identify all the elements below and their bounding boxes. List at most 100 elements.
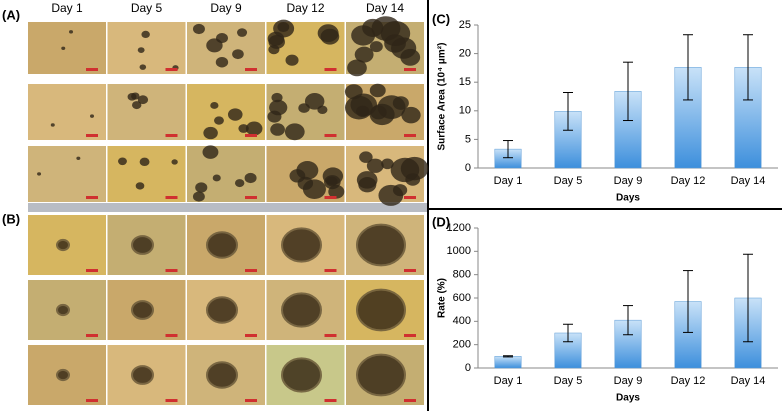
cell-cluster — [245, 121, 263, 136]
cell-cluster — [50, 123, 55, 127]
y-tick-label: 200 — [453, 339, 471, 351]
scale-bar — [245, 68, 257, 71]
y-tick-label: 600 — [453, 292, 471, 304]
x-tick-label: Day 5 — [554, 375, 583, 387]
cell-cluster — [354, 46, 374, 63]
cell-cluster — [37, 172, 42, 176]
y-tick-label: 20 — [459, 48, 471, 60]
column-header: Day 9 — [210, 1, 242, 15]
x-tick-label: Day 9 — [614, 175, 643, 187]
column-header: Day 12 — [286, 1, 324, 15]
column-header: Day 1 — [51, 1, 83, 15]
cell-cluster — [369, 41, 383, 53]
cell-cluster — [227, 108, 243, 121]
cell-cluster — [344, 84, 363, 100]
cell-cluster — [405, 173, 421, 186]
micrograph — [107, 146, 186, 202]
cell-cluster — [366, 158, 384, 173]
cell-cluster — [210, 101, 219, 109]
cell-cluster — [215, 56, 229, 68]
cell-cluster — [76, 156, 81, 160]
cell-cluster — [347, 59, 367, 77]
cell-cluster — [131, 92, 140, 100]
cell-cluster — [322, 167, 344, 185]
cell-cluster — [400, 48, 421, 66]
panel-label: (B) — [2, 211, 20, 226]
cell-cluster — [356, 171, 378, 189]
scale-bar — [404, 68, 416, 71]
scale-bar — [86, 334, 98, 337]
micrograph — [28, 22, 106, 74]
cell-cluster — [141, 30, 150, 38]
scale-bar — [86, 399, 98, 402]
scale-bar — [404, 399, 416, 402]
cell-cluster — [270, 123, 285, 136]
cell-cluster — [137, 95, 149, 105]
scale-bar — [165, 134, 178, 137]
cell-cluster — [192, 191, 205, 202]
cell-cluster — [236, 28, 248, 37]
cell-cluster — [369, 83, 386, 98]
scale-bar — [165, 334, 178, 337]
y-axis-label: Surface Area (10⁴ μm²) — [437, 43, 448, 151]
cell-cluster — [132, 101, 142, 110]
cell-cluster — [234, 179, 245, 188]
scale-bar — [165, 269, 178, 272]
cell-cluster — [244, 172, 257, 184]
x-tick-label: Day 5 — [554, 175, 583, 187]
x-axis-label: Days — [616, 193, 640, 204]
x-tick-label: Day 1 — [494, 375, 523, 387]
divider — [28, 203, 428, 212]
scale-bar — [404, 196, 416, 199]
cell-cluster — [304, 93, 325, 110]
cell-cluster — [202, 145, 219, 159]
spheroid — [356, 353, 406, 397]
x-tick-label: Day 14 — [731, 175, 766, 187]
cell-cluster — [212, 174, 221, 182]
panel-label: (A) — [2, 7, 20, 22]
y-tick-label: 5 — [465, 133, 471, 145]
x-tick-label: Day 12 — [671, 375, 706, 387]
image-grid — [28, 16, 429, 405]
cell-cluster — [135, 182, 145, 190]
scale-bar — [404, 334, 416, 337]
y-tick-label: 1000 — [447, 245, 471, 257]
y-tick-label: 400 — [453, 315, 471, 327]
cell-cluster — [69, 30, 74, 34]
cell-cluster — [192, 23, 205, 35]
spheroid — [206, 231, 238, 259]
column-header: Day 5 — [131, 1, 163, 15]
y-tick-label: 25 — [459, 19, 471, 31]
cell-cluster — [216, 33, 228, 44]
cell-cluster — [171, 159, 178, 165]
micrograph — [107, 22, 186, 74]
cell-cluster — [195, 182, 208, 193]
cell-cluster — [359, 151, 373, 163]
scale-bar — [324, 196, 337, 199]
cell-cluster — [317, 24, 339, 43]
cell-cluster — [271, 92, 283, 103]
cell-cluster — [285, 54, 299, 66]
micrograph — [107, 84, 186, 140]
cell-cluster — [328, 184, 345, 199]
cell-cluster — [137, 47, 145, 54]
scale-bar — [165, 399, 178, 402]
spheroid — [56, 368, 70, 382]
cell-cluster — [371, 16, 401, 41]
cell-cluster — [381, 158, 394, 170]
column-header: Day 14 — [366, 1, 404, 15]
scale-bar — [404, 134, 416, 137]
x-axis-label: Days — [616, 393, 640, 404]
bar — [494, 356, 522, 369]
cell-cluster — [90, 114, 95, 118]
spheroid — [356, 288, 406, 332]
cell-cluster — [203, 126, 218, 140]
cell-cluster — [139, 157, 150, 167]
scale-bar — [86, 269, 98, 272]
scale-bar — [86, 68, 98, 71]
x-tick-label: Day 14 — [731, 375, 766, 387]
micrograph — [28, 84, 106, 140]
scale-bar — [165, 68, 178, 71]
spheroid — [281, 292, 322, 328]
